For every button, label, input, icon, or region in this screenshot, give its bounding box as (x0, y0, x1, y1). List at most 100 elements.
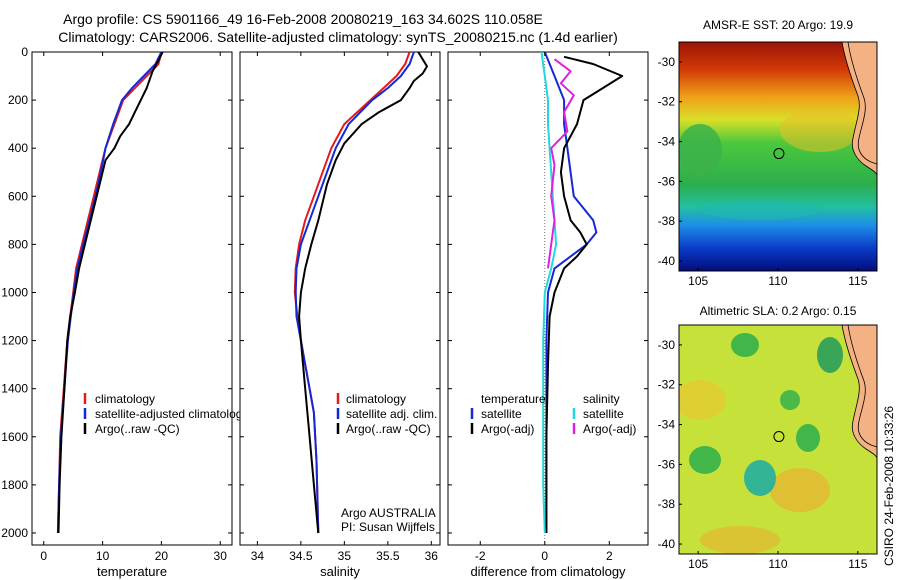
sla-map-ytick-label: -32 (658, 378, 676, 392)
salinity-axes-frame (239, 51, 441, 546)
salinity-xtick-label: 34.5 (289, 549, 313, 563)
sst-float-marker (773, 148, 785, 160)
salinity-series-1-line (294, 51, 415, 534)
csiro-timestamp: CSIRO 24-Feb-2008 10:33:26 (882, 406, 896, 566)
sla-map-xtick-label: 115 (848, 557, 867, 571)
difference-xtick-label: 0 (541, 549, 548, 563)
sla-map-ytick-label: -40 (658, 537, 676, 551)
difference-ticks: -2 0 2 (448, 51, 648, 563)
sla-map-ytick-label: -34 (658, 418, 676, 432)
sst-coastline (841, 42, 877, 176)
sst-map-ticks: 105 110 115 -30 -32 -34 -36 -38 -40 (658, 55, 868, 288)
sla-high-1 (679, 380, 726, 420)
temperature-ytick-label: 1000 (1, 285, 28, 299)
sst-map-xtick-label: 115 (848, 274, 867, 288)
difference-series-2-line (540, 51, 558, 534)
temperature-xtick-label: 10 (96, 549, 110, 563)
salinity-xtick-label: 36 (425, 549, 439, 563)
sst-cool-eddy (679, 124, 722, 176)
salinity-panel: 34 34.5 35 35.5 36 salinity climatology sate… (239, 51, 441, 579)
legend-sal-satellite-label: satellite (583, 407, 624, 421)
temperature-xtick-label: 30 (214, 549, 228, 563)
temperature-ytick-label: 0 (21, 45, 28, 59)
sla-low-3 (689, 446, 721, 474)
temperature-legend: climatology satellite-adjusted climatolo… (83, 392, 248, 436)
sst-map-title: AMSR-E SST: 20 Argo: 19.9 (703, 18, 853, 32)
temperature-ytick-label: 600 (8, 189, 28, 203)
sla-high-2 (770, 468, 830, 512)
legend-satellite-label: satellite adj. clim. (346, 407, 437, 421)
salinity-ticks: 34 34.5 35 35.5 36 (240, 51, 440, 563)
salinity-plot-lines (293, 51, 428, 534)
legend-sal-argo-label: Argo(-adj) (583, 422, 636, 436)
temperature-ytick-label: 1200 (1, 334, 28, 348)
sla-map-ytick-label: -36 (658, 457, 676, 471)
sst-map-xtick-label: 105 (688, 274, 708, 288)
difference-panel: -2 0 2 difference from climatology tempera… (447, 51, 649, 579)
legend-temp-argo-label: Argo(-adj) (481, 422, 534, 436)
sst-map-ytick-label: -40 (658, 254, 676, 268)
sst-map-ytick-label: -36 (658, 174, 676, 188)
sla-low-6 (780, 390, 800, 410)
temperature-panel: 0 10 20 30 0 200 400 600 800 1000 1200 1400 1600 1800… (1, 45, 248, 579)
temperature-series-2-line (57, 51, 164, 534)
sla-map-xtick-label: 105 (688, 557, 708, 571)
salinity-series-2-line (298, 51, 428, 534)
sla-map-ytick-label: -30 (658, 338, 676, 352)
temperature-ytick-label: 200 (8, 93, 28, 107)
legend-satellite-label: satellite-adjusted climatology (95, 407, 248, 421)
sla-map-ticks: 105 110 115 -30 -32 -34 -36 -38 -40 (658, 338, 868, 571)
legend-argo-label: Argo(..raw -QC) (95, 422, 180, 436)
temperature-xtick-label: 0 (40, 549, 47, 563)
temperature-ytick-label: 2000 (1, 526, 28, 540)
salinity-xtick-label: 35 (338, 549, 352, 563)
legend-climatology-label: climatology (346, 392, 406, 406)
legend-argo-label: Argo(..raw -QC) (346, 422, 431, 436)
sla-low-5 (796, 424, 820, 452)
sla-low-2 (817, 337, 843, 373)
difference-xtick-label: 2 (606, 549, 613, 563)
figure-title-line1: Argo profile: CS 5901166_49 16-Feb-2008 … (63, 11, 543, 27)
sst-map-ytick-label: -30 (658, 55, 676, 69)
sla-field (679, 325, 877, 554)
salinity-xtick-label: 34 (251, 549, 265, 563)
legend-salinity-header: salinity (583, 392, 620, 406)
difference-series-1-line (545, 55, 624, 533)
argo-pi-label: PI: Susan Wijffels (341, 520, 435, 534)
sst-map-panel: AMSR-E SST: 20 Argo: 19.9 105 110 115 -30 -3… (658, 18, 878, 288)
difference-xlabel: difference from climatology (470, 564, 626, 579)
temperature-ytick-label: 1400 (1, 382, 28, 396)
sst-map-ytick-label: -32 (658, 95, 676, 109)
sla-coastline (841, 325, 877, 459)
sst-cold-eddy (700, 200, 820, 220)
legend-temp-satellite-label: satellite (481, 407, 522, 421)
salinity-xtick-label: 35.5 (376, 549, 400, 563)
difference-plot-lines (540, 51, 624, 545)
temperature-plot-lines (56, 51, 164, 534)
salinity-legend: climatology satellite adj. clim. Argo(..… (336, 392, 437, 436)
difference-legend: temperature salinity satellite Argo(-adj… (470, 392, 636, 436)
temperature-ytick-label: 1800 (1, 478, 28, 492)
sla-low-1 (731, 333, 759, 357)
sla-map-panel: Altimetric SLA: 0.2 Argo: 0.15 105 110 115… (658, 304, 878, 571)
difference-series-3-line (547, 58, 575, 269)
temperature-ytick-label: 800 (8, 237, 28, 251)
sla-map-title: Altimetric SLA: 0.2 Argo: 0.15 (700, 304, 857, 318)
salinity-xlabel: salinity (320, 564, 360, 579)
sla-map-ytick-label: -38 (658, 497, 676, 511)
sla-low-4 (744, 460, 776, 496)
legend-temperature-header: temperature (481, 392, 546, 406)
sst-isobath (847, 42, 877, 165)
temperature-xtick-label: 20 (155, 549, 169, 563)
sla-map-xtick-label: 110 (768, 557, 787, 571)
difference-xtick-label: -2 (475, 549, 486, 563)
temperature-ytick-label: 400 (8, 141, 28, 155)
sla-float-marker (773, 431, 785, 443)
sla-high-3 (700, 526, 780, 554)
sst-map-ytick-label: -34 (658, 135, 676, 149)
argo-org-label: Argo AUSTRALIA (341, 506, 436, 520)
sst-map-ytick-label: -38 (658, 214, 676, 228)
legend-climatology-label: climatology (95, 392, 155, 406)
difference-series-0-line (543, 51, 598, 533)
